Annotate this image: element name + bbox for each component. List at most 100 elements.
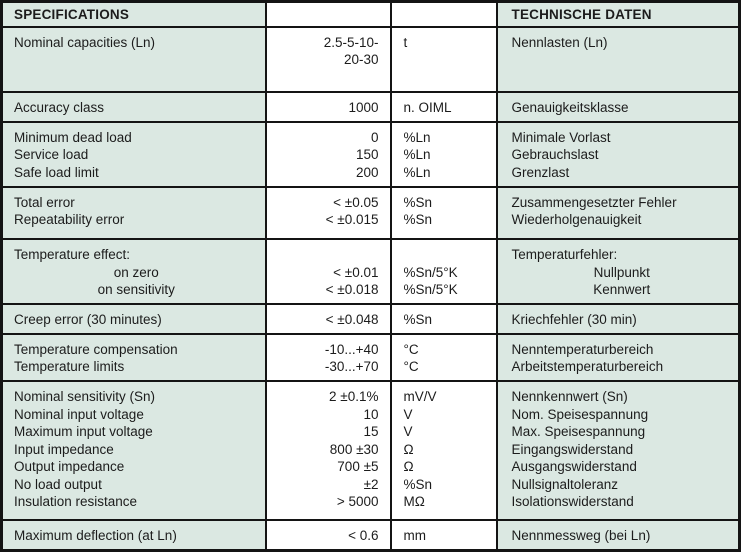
cell-line: %Sn/5°K [403, 264, 458, 280]
cell-line: -30...+70 [324, 359, 379, 375]
cell-line [14, 51, 259, 69]
spec-name-cell: Temperature effect: on zero on sensitivity [0, 238, 267, 306]
spec-name-cell: Temperature compensation Temperature limi… [0, 332, 267, 383]
spec-section-row: Maximum deflection (at Ln) < 0.6 mm Nennmes… [0, 519, 741, 552]
german-name-cell: Nennkennwert (Sn) Nom. Speisespannung Max.… [495, 380, 741, 522]
cell-line: n. OIML [403, 100, 452, 115]
spec-name-cell: Accuracy class [0, 91, 267, 123]
spec-section: Total error Repeatability error < ±0.05 < ±… [0, 185, 741, 241]
cell-line: < ±0.018 [325, 282, 379, 298]
cell-line: Insulation resistance [14, 494, 138, 510]
cell-line: Nominal input voltage [14, 406, 144, 422]
spec-section: Maximum deflection (at Ln) < 0.6 mm Nennmes… [0, 519, 741, 552]
cell-line: 10 [363, 406, 379, 422]
cell-line: Repeatability error [14, 212, 125, 228]
cell-line: 200 [355, 164, 379, 180]
cell-line: Maximum input voltage [14, 424, 153, 440]
spec-name-cell: Creep error (30 minutes) [0, 303, 267, 335]
cell-line: Isolationswiderstand [511, 494, 634, 510]
cell-line: 1000 [348, 100, 379, 115]
cell-line: Max. Speisespannung [511, 424, 646, 440]
cell-line: Minimale Vorlast [511, 129, 611, 145]
german-name-cell: Genauigkeitsklasse [495, 91, 741, 123]
specifications-header: SPECIFICATIONS [0, 0, 267, 28]
german-name-cell: Temperaturfehler: Nullpunkt Kennwert [495, 238, 741, 306]
cell-line: Gebrauchslast [511, 147, 599, 163]
cell-line: %Sn/5°K [403, 282, 458, 298]
cell-line: Genauigkeitsklasse [511, 100, 629, 115]
cell-line: 20-30 [343, 52, 379, 67]
cell-line [512, 51, 733, 69]
spec-unit-cell: %Sn/5°K %Sn/5°K [389, 238, 498, 306]
cell-line: °C [403, 359, 419, 375]
cell-line: 2 ±0.1% [329, 389, 379, 405]
spec-name-cell: Total error Repeatability error [0, 185, 267, 241]
cell-line: Nom. Speisespannung [511, 406, 649, 422]
german-name-cell: Nennlasten (Ln) [495, 25, 741, 93]
cell-line: Nennmessweg (bei Ln) [511, 528, 651, 544]
spec-section-row: Minimum dead load Service load Safe load l… [0, 120, 741, 188]
spec-name-cell: Nominal sensitivity (Sn) Nominal input vo… [0, 380, 267, 522]
cell-line: 2.5-5-10- [323, 34, 379, 50]
cell-line: Zusammengesetzter Fehler [511, 194, 677, 210]
spec-section: Nominal sensitivity (Sn) Nominal input vo… [0, 380, 741, 522]
cell-line: Eingangswiderstand [511, 441, 634, 457]
cell-line: Temperaturfehler: [511, 247, 618, 263]
cell-line: Accuracy class [14, 100, 105, 115]
cell-line: Wiederholgenauigkeit [511, 212, 642, 228]
cell-line: Service load [14, 147, 89, 163]
spec-value-cell: 0 150 200 [264, 120, 392, 188]
spec-section-row: Accuracy class 1000 n. OIML Genauigkeitskla… [0, 91, 741, 123]
cell-line: > 5000 [336, 494, 379, 510]
cell-line: Temperature effect: [14, 247, 131, 263]
spec-value-cell: 2.5-5-10- 20-30 [264, 25, 392, 93]
spec-section-row: Temperature effect: on zero on sensitivity… [0, 238, 741, 306]
spec-name-cell: Maximum deflection (at Ln) [0, 519, 267, 552]
cell-line: Nullpunkt [593, 264, 650, 280]
cell-line: Temperature limits [14, 359, 125, 375]
spec-section-row: Temperature compensation Temperature limi… [0, 332, 741, 383]
cell-line: Temperature compensation [14, 341, 178, 357]
cell-line: < ±0.05 [333, 194, 379, 210]
cell-line: 800 ±30 [329, 441, 379, 457]
cell-line: V [403, 424, 413, 440]
header-row: SPECIFICATIONS TECHNISCHE DATEN [0, 0, 741, 28]
cell-line: ±2 [363, 476, 379, 492]
spec-unit-cell: %Ln %Ln %Ln [389, 120, 498, 188]
cell-line [271, 246, 379, 264]
spec-section-row: Total error Repeatability error < ±0.05 < ±… [0, 185, 741, 241]
cell-line: -10...+40 [324, 341, 379, 357]
german-name-cell: Zusammengesetzter Fehler Wiederholgenauig… [495, 185, 741, 241]
cell-line: Grenzlast [511, 164, 570, 180]
spec-unit-cell: t [389, 25, 498, 93]
spec-section: Nominal capacities (Ln) 2.5-5-10- 20-30 t Ne… [0, 25, 741, 93]
spec-value-cell: < 0.6 [264, 519, 392, 552]
spec-section: Minimum dead load Service load Safe load l… [0, 120, 741, 188]
cell-line: Arbeitstemperaturbereich [511, 359, 664, 375]
cell-line: t [403, 34, 408, 50]
german-name-cell: Kriechfehler (30 min) [495, 303, 741, 335]
cell-line: Output impedance [14, 459, 125, 475]
cell-line: No load output [14, 476, 102, 492]
cell-line: Nullsignaltoleranz [511, 476, 619, 492]
cell-line: Kriechfehler (30 min) [511, 312, 637, 328]
cell-line: on zero [113, 264, 159, 280]
cell-line: %Sn [403, 312, 433, 328]
spec-value-cell: 1000 [264, 91, 392, 123]
spec-unit-cell: °C °C [389, 332, 498, 383]
cell-line: < ±0.01 [333, 264, 379, 280]
spec-section: Creep error (30 minutes) < ±0.048 %Sn Kriec… [0, 303, 741, 335]
cell-line: 150 [355, 147, 379, 163]
cell-line: %Sn [403, 194, 433, 210]
spec-unit-cell: n. OIML [389, 91, 498, 123]
cell-line: Creep error (30 minutes) [14, 312, 162, 328]
cell-line: < 0.6 [348, 528, 379, 544]
german-name-cell: Nennmessweg (bei Ln) [495, 519, 741, 552]
cell-line: mV/V [403, 389, 437, 405]
cell-line: 700 ±5 [337, 459, 379, 475]
spec-section-row: Nominal sensitivity (Sn) Nominal input vo… [0, 380, 741, 522]
cell-line: Kennwert [593, 282, 651, 298]
cell-line: mm [403, 528, 427, 544]
german-name-cell: Minimale Vorlast Gebrauchslast Grenzlast [495, 120, 741, 188]
